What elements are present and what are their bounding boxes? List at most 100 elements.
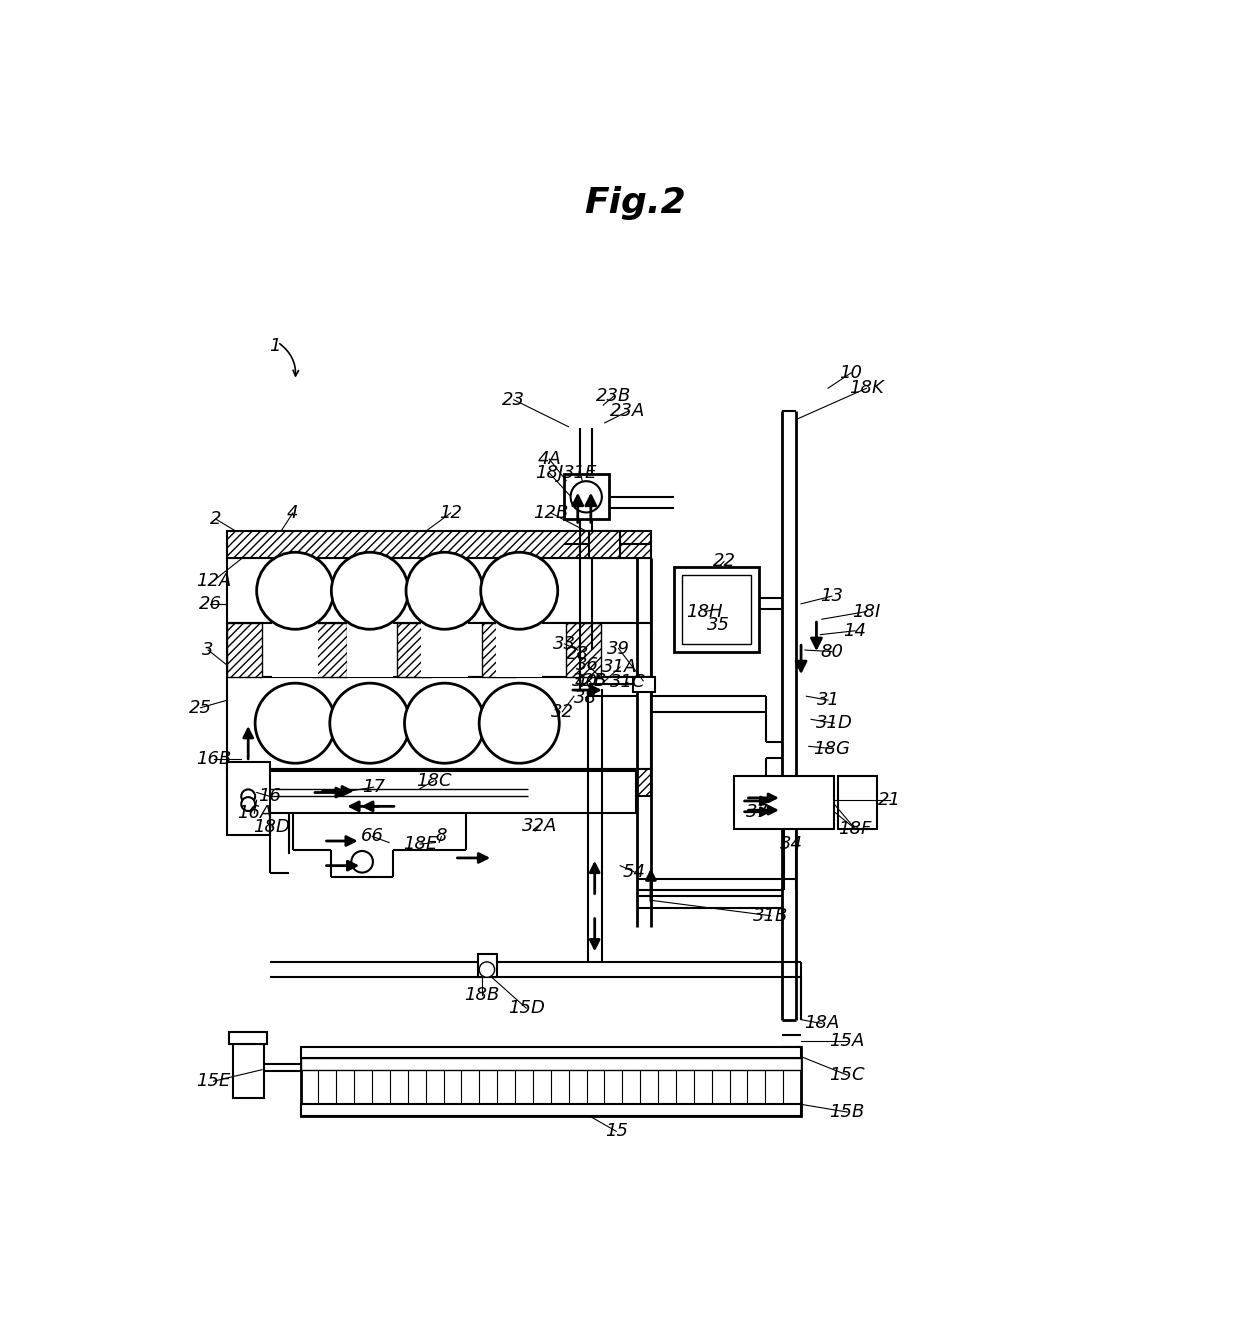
Text: 18A: 18A (805, 1014, 839, 1033)
Bar (227, 762, 270, 835)
Bar (682, 574, 751, 644)
Bar (422, 623, 467, 677)
Circle shape (405, 552, 484, 629)
Text: 2: 2 (210, 510, 222, 528)
Bar (227, 677, 651, 770)
Bar (227, 770, 651, 796)
Bar (227, 677, 651, 770)
Circle shape (255, 683, 335, 763)
Bar (496, 623, 542, 677)
Bar (838, 776, 877, 828)
Bar (481, 623, 516, 677)
Bar (227, 623, 651, 677)
Text: 31E: 31E (563, 464, 598, 482)
Text: 12: 12 (439, 504, 463, 522)
Text: 17: 17 (362, 778, 386, 796)
Text: 22: 22 (713, 553, 735, 570)
Text: 39: 39 (608, 640, 630, 657)
Circle shape (479, 683, 559, 763)
Text: 28: 28 (567, 645, 589, 663)
Bar (300, 1046, 801, 1116)
Text: 15D: 15D (507, 999, 544, 1017)
Text: 31D: 31D (816, 715, 853, 732)
Text: 15C: 15C (830, 1066, 866, 1083)
Circle shape (242, 790, 255, 803)
Text: 18B: 18B (464, 986, 500, 1003)
Bar (589, 530, 620, 557)
Text: 66: 66 (361, 827, 383, 846)
Text: 34: 34 (780, 835, 802, 854)
Text: 32: 32 (551, 703, 574, 720)
Text: 4A: 4A (537, 450, 562, 468)
Bar (300, 1046, 801, 1058)
Text: 16: 16 (258, 787, 281, 806)
Circle shape (330, 683, 410, 763)
Text: 15: 15 (605, 1122, 627, 1141)
Circle shape (479, 683, 559, 763)
Text: 15A: 15A (830, 1033, 866, 1050)
Text: 32B: 32B (572, 672, 608, 689)
Text: 3: 3 (202, 641, 213, 659)
Text: 21: 21 (878, 791, 901, 810)
Text: 31B: 31B (753, 907, 787, 925)
Circle shape (404, 683, 485, 763)
Text: 80: 80 (821, 643, 843, 660)
Text: 23A: 23A (610, 402, 646, 421)
Text: 18F: 18F (838, 820, 872, 838)
Text: 35: 35 (707, 616, 730, 635)
Text: 31A: 31A (603, 657, 637, 676)
Text: 31: 31 (816, 691, 839, 709)
Bar (227, 623, 262, 677)
Bar (312, 623, 347, 677)
Bar (397, 623, 432, 677)
Text: 23: 23 (502, 391, 526, 409)
Text: 8: 8 (435, 827, 448, 846)
Text: 12B: 12B (533, 504, 568, 522)
Circle shape (404, 683, 485, 763)
Text: 18H: 18H (687, 603, 723, 620)
Text: 37: 37 (745, 803, 769, 820)
Circle shape (479, 962, 495, 978)
Text: 31C: 31C (610, 673, 646, 692)
Bar (734, 776, 835, 828)
Text: 15E: 15E (196, 1073, 231, 1090)
Text: 10: 10 (839, 363, 863, 382)
Text: 18K: 18K (849, 379, 884, 397)
Text: 18D: 18D (254, 818, 290, 836)
Text: 23B: 23B (596, 387, 631, 405)
Text: 54: 54 (622, 863, 646, 880)
Text: Fig.2: Fig.2 (584, 187, 687, 220)
Bar (300, 1105, 801, 1116)
Circle shape (255, 683, 335, 763)
Text: 14: 14 (843, 621, 867, 640)
Bar (233, 1045, 264, 1098)
Text: 18C: 18C (415, 772, 451, 790)
Bar (634, 677, 655, 692)
Bar (227, 557, 651, 623)
Bar (229, 1031, 268, 1045)
Text: 18I: 18I (852, 603, 880, 620)
Text: 16A: 16A (237, 804, 272, 822)
Text: 4: 4 (288, 504, 299, 522)
Text: 15B: 15B (830, 1104, 866, 1121)
Bar (247, 771, 635, 814)
Text: 32A: 32A (522, 816, 557, 835)
Text: 1: 1 (269, 337, 281, 355)
Bar (564, 474, 609, 520)
Bar (272, 623, 319, 677)
Text: 33: 33 (553, 635, 577, 653)
Text: 13: 13 (821, 587, 843, 605)
Circle shape (331, 552, 408, 629)
Text: 40: 40 (574, 673, 598, 692)
Bar (300, 1058, 801, 1070)
Circle shape (481, 552, 558, 629)
Circle shape (570, 481, 601, 513)
Text: 38: 38 (574, 689, 596, 707)
Bar (347, 623, 393, 677)
Text: 25: 25 (188, 699, 212, 717)
Bar (227, 530, 651, 557)
Text: 18G: 18G (813, 740, 851, 758)
Bar (477, 954, 497, 978)
Text: 18E: 18E (403, 835, 436, 854)
Text: 12A: 12A (196, 572, 231, 589)
